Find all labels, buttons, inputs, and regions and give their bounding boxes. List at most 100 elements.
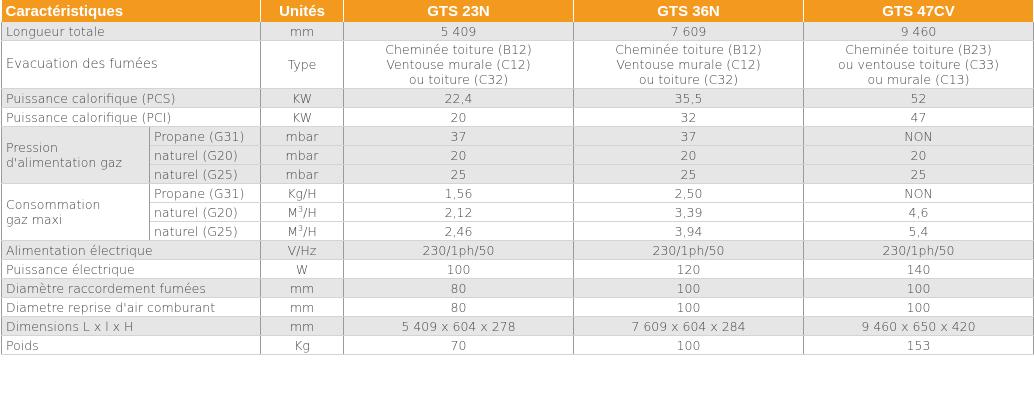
value-pcs-gts36n: 35,5 (573, 88, 804, 108)
value-pci-gts47cv: 47 (803, 107, 1034, 127)
evac-line: Cheminée toiture (B12) (385, 42, 532, 57)
value-evacuation-gts36n: Cheminée toiture (B12) Ventouse murale (… (573, 40, 804, 89)
row-pressure-g25: naturel (G25) mbar 25 25 25 (2, 164, 1034, 184)
label-pressure-propane: Propane (G31) (149, 126, 261, 146)
unit-length: mm (260, 22, 344, 41)
unit-pressure-g20: mbar (260, 145, 344, 165)
value-pressure-g25-gts23n: 25 (343, 164, 574, 184)
label-pressure-g20: naturel (G20) (149, 145, 261, 165)
row-pci: Puissance calorifique (PCI) KW 20 32 47 (1, 107, 1034, 127)
value-power-gts47cv: 140 (803, 259, 1034, 279)
value-consumption-propane-gts36n: 2,50 (573, 183, 804, 203)
value-consumption-g25-gts36n: 3,94 (573, 221, 804, 241)
row-consumption-propane: Consommation gaz maxi Propane (G31) Kg/H… (1, 183, 1034, 241)
label-consumption-g25: naturel (G25) (149, 221, 261, 241)
label-power-supply: Alimentation électrique (1, 240, 261, 260)
specifications-table: Caractéristiques Unités GTS 23N GTS 36N … (1, 0, 1034, 355)
unit-power: W (260, 259, 344, 279)
value-pressure-g25-gts36n: 25 (573, 164, 804, 184)
row-pressure-propane: Pression d'alimentation gaz Propane (G31… (1, 126, 1034, 184)
unit-consumption-g20: M3/H (260, 202, 344, 222)
unit-pressure-g25: mbar (260, 164, 344, 184)
label-pci: Puissance calorifique (PCI) (1, 107, 261, 127)
unit-air: mm (260, 297, 344, 317)
unit-pci: KW (260, 107, 344, 127)
value-weight-gts36n: 100 (573, 335, 804, 355)
value-pcs-gts23n: 22,4 (343, 88, 574, 108)
unit-flue: mm (260, 278, 344, 298)
value-evacuation-gts23n: Cheminée toiture (B12) Ventouse murale (… (343, 40, 574, 89)
unit-base: M (287, 223, 299, 239)
label-pcs: Puissance calorifique (PCS) (1, 88, 261, 108)
header-row: Caractéristiques Unités GTS 23N GTS 36N … (1, 0, 1034, 22)
value-power-gts36n: 120 (573, 259, 804, 279)
label-flue: Diamètre raccordement fumées (1, 278, 261, 298)
header-characteristics: Caractéristiques (1, 0, 261, 22)
label-weight: Poids (1, 335, 261, 355)
label-length: Longueur totale (1, 22, 261, 41)
consumption-label-line2: gaz maxi (6, 212, 63, 227)
label-power: Puissance électrique (1, 259, 261, 279)
row-pressure-g20: naturel (G20) mbar 20 20 20 (2, 145, 1034, 165)
unit-dimensions: mm (260, 316, 344, 336)
value-pressure-g20-gts23n: 20 (343, 145, 574, 165)
unit-base: M (287, 204, 299, 220)
row-dimensions: Dimensions L x l x H mm 5 409 x 604 x 27… (1, 316, 1034, 336)
row-consumption-g25: naturel (G25) M3/H 2,46 3,94 5,4 (2, 221, 1034, 241)
evac-line: ou toiture (C32) (638, 72, 739, 87)
evac-line: Ventouse murale (C12) (386, 57, 531, 72)
value-pci-gts36n: 32 (573, 107, 804, 127)
value-consumption-propane-gts47cv: NON (803, 183, 1034, 203)
value-length-gts47cv: 9 460 (803, 22, 1034, 41)
unit-consumption-propane: Kg/H (260, 183, 344, 203)
value-pcs-gts47cv: 52 (803, 88, 1034, 108)
value-air-gts36n: 100 (573, 297, 804, 317)
evac-line: ou murale (C13) (867, 72, 970, 87)
row-flue: Diamètre raccordement fumées mm 80 100 1… (1, 278, 1034, 298)
row-length: Longueur totale mm 5 409 7 609 9 460 (1, 22, 1034, 41)
unit-superscript: 3 (298, 204, 304, 214)
row-air: Diametre reprise d'air comburant mm 80 1… (1, 297, 1034, 317)
value-weight-gts47cv: 153 (803, 335, 1034, 355)
unit-evacuation: Type (260, 40, 344, 89)
value-pressure-propane-gts23n: 37 (343, 126, 574, 146)
label-pressure-group: Pression d'alimentation gaz (1, 126, 150, 184)
evac-line: Ventouse murale (C12) (616, 57, 761, 72)
row-power: Puissance électrique W 100 120 140 (1, 259, 1034, 279)
value-consumption-propane-gts23n: 1,56 (343, 183, 574, 203)
header-model-gts47cv: GTS 47CV (803, 0, 1034, 22)
value-pressure-g20-gts47cv: 20 (803, 145, 1034, 165)
label-consumption-group: Consommation gaz maxi (1, 183, 150, 241)
value-air-gts47cv: 100 (803, 297, 1034, 317)
evac-line: Cheminée toiture (B23) (845, 42, 992, 57)
pressure-label-line2: d'alimentation gaz (6, 155, 122, 170)
evac-line: ou toiture (C32) (408, 72, 509, 87)
label-consumption-g20: naturel (G20) (149, 202, 261, 222)
unit-superscript: 3 (298, 223, 304, 233)
value-consumption-g20-gts36n: 3,39 (573, 202, 804, 222)
value-pressure-propane-gts36n: 37 (573, 126, 804, 146)
value-consumption-g20-gts47cv: 4,6 (803, 202, 1034, 222)
value-pressure-propane-gts47cv: NON (803, 126, 1034, 146)
header-model-gts23n: GTS 23N (343, 0, 574, 22)
unit-weight: Kg (260, 335, 344, 355)
value-evacuation-gts47cv: Cheminée toiture (B23) ou ventouse toitu… (803, 40, 1034, 89)
value-flue-gts23n: 80 (343, 278, 574, 298)
row-power-supply: Alimentation électrique V/Hz 230/1ph/50 … (1, 240, 1034, 260)
label-pressure-g25: naturel (G25) (149, 164, 261, 184)
value-power-gts23n: 100 (343, 259, 574, 279)
row-consumption-g20: naturel (G20) M3/H 2,12 3,39 4,6 (2, 202, 1034, 222)
value-pressure-g20-gts36n: 20 (573, 145, 804, 165)
row-evacuation: Evacuation des fumées Type Cheminée toit… (1, 40, 1034, 89)
evac-line: Cheminée toiture (B12) (615, 42, 762, 57)
unit-tail: /H (303, 223, 317, 239)
value-dimensions-gts36n: 7 609 x 604 x 284 (573, 316, 804, 336)
unit-pcs: KW (260, 88, 344, 108)
label-evacuation: Evacuation des fumées (1, 40, 261, 89)
header-units: Unités (260, 0, 344, 22)
value-weight-gts23n: 70 (343, 335, 574, 355)
value-consumption-g25-gts47cv: 5,4 (803, 221, 1034, 241)
consumption-label-line1: Consommation (6, 197, 101, 212)
value-flue-gts36n: 100 (573, 278, 804, 298)
value-flue-gts47cv: 100 (803, 278, 1034, 298)
